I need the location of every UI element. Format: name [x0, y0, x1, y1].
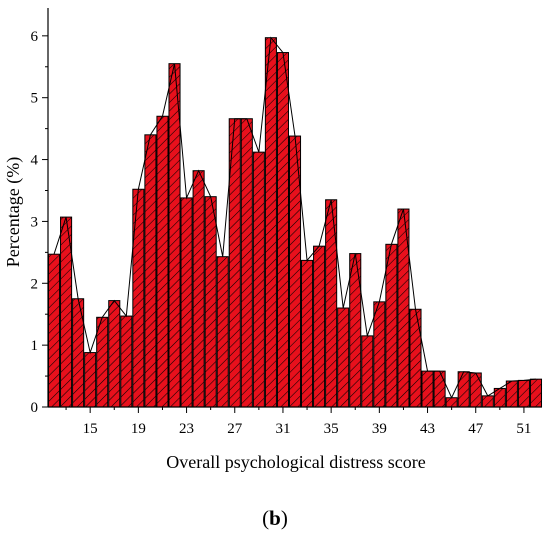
bar-51 [517, 379, 530, 408]
bar-22 [168, 63, 181, 408]
y-tick-label: 4 [31, 153, 39, 169]
bar-29 [252, 151, 265, 408]
bars-group [47, 37, 543, 408]
caption-label: b [269, 506, 281, 530]
x-tick-label: 23 [179, 421, 194, 437]
bar-16 [96, 316, 109, 408]
bar-43 [421, 370, 434, 408]
bar-23 [180, 197, 193, 408]
bar-44 [433, 370, 446, 408]
bar-42 [409, 308, 422, 408]
caption-open-paren: ( [262, 506, 270, 530]
x-tick-label: 31 [275, 421, 290, 437]
x-tick-label: 27 [227, 421, 243, 437]
bar-36 [337, 307, 350, 408]
bar-15 [84, 352, 97, 408]
bar-47 [469, 372, 482, 408]
bar-45 [445, 397, 458, 408]
bar-50 [505, 380, 518, 408]
figure-caption: (b) [0, 506, 550, 531]
bar-52 [529, 378, 543, 408]
trend-line [53, 36, 537, 399]
x-axis-label: Overall psychological distress score [166, 452, 425, 472]
bar-39 [373, 301, 386, 408]
bar-38 [361, 335, 374, 408]
x-tick-label: 47 [468, 421, 484, 437]
x-tick-label: 15 [83, 421, 98, 437]
bar-26 [216, 256, 229, 408]
x-tick-label: 51 [516, 421, 531, 437]
bar-30 [264, 37, 277, 408]
bar-46 [457, 371, 470, 408]
trend-line-group [53, 36, 537, 399]
bar-24 [192, 170, 205, 408]
bar-34 [313, 245, 326, 408]
bar-25 [204, 196, 217, 408]
bar-20 [144, 134, 157, 408]
axes-group [42, 8, 542, 413]
bar-12 [47, 253, 61, 408]
bar-21 [156, 115, 169, 408]
bar-48 [481, 395, 494, 408]
y-tick-label: 3 [31, 214, 39, 230]
bar-28 [240, 118, 253, 408]
y-tick-label: 0 [31, 400, 39, 416]
bar-37 [349, 253, 362, 408]
bar-33 [301, 259, 314, 408]
y-tick-label: 2 [31, 276, 39, 292]
bar-31 [276, 52, 289, 408]
bar-17 [108, 300, 121, 408]
y-axis-label: Percentage (%) [3, 157, 24, 267]
y-tick-label: 6 [31, 29, 39, 45]
bar-19 [132, 188, 145, 408]
caption-close-paren: ) [280, 506, 288, 530]
y-tick-label: 1 [31, 338, 39, 354]
x-tick-label: 39 [372, 421, 387, 437]
x-tick-label: 35 [324, 421, 339, 437]
x-tick-label: 19 [131, 421, 146, 437]
bar-40 [385, 243, 398, 408]
x-tick-label: 43 [420, 421, 435, 437]
bar-18 [120, 315, 133, 408]
y-tick-label: 5 [31, 91, 39, 107]
